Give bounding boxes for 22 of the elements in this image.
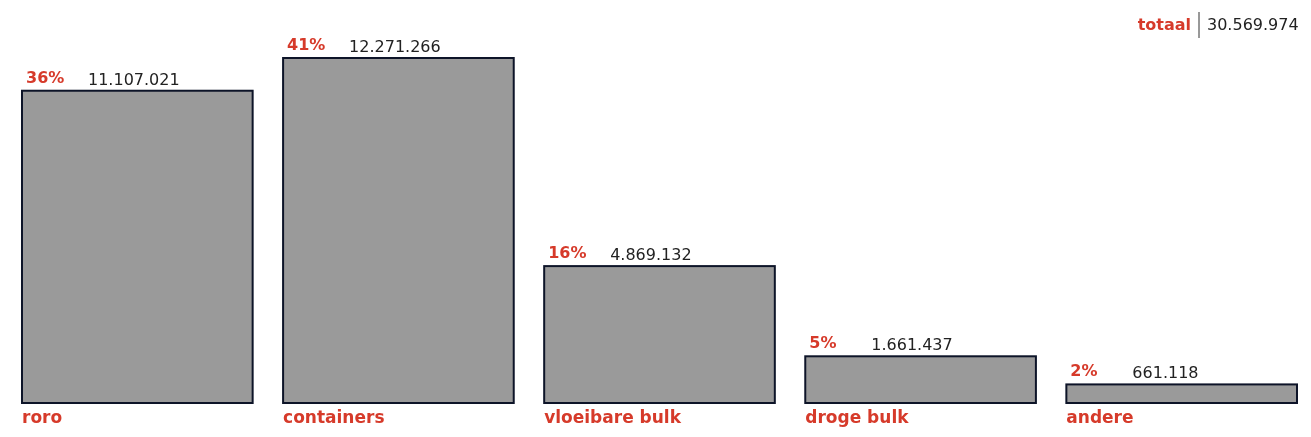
text: totaal [1137, 15, 1191, 34]
annotation: 41% [287, 35, 326, 54]
data-label: 4.869.132 [610, 245, 692, 265]
bar [282, 57, 515, 404]
bar [1065, 383, 1298, 404]
x-tick-label: containers [283, 407, 385, 427]
data-label: 661.118 [1132, 363, 1199, 383]
annotation: 5% [809, 333, 837, 353]
x-tick-label: vloeibare bulk [544, 407, 682, 427]
text: 30.569.974 [1207, 15, 1299, 34]
annotation: 36% [26, 67, 65, 87]
bar [543, 265, 776, 404]
bar [21, 89, 254, 404]
bar [804, 355, 1037, 404]
data-label: 1.661.437 [871, 335, 953, 355]
x-tick-label: roro [22, 407, 63, 427]
data-label: 12.271.266 [349, 37, 441, 56]
data-label: 11.107.021 [88, 69, 180, 89]
x-tick-label: droge bulk [805, 407, 910, 427]
x-tick-label: andere [1066, 407, 1134, 427]
annotation: 2% [1070, 361, 1098, 381]
annotation: 16% [548, 243, 587, 263]
